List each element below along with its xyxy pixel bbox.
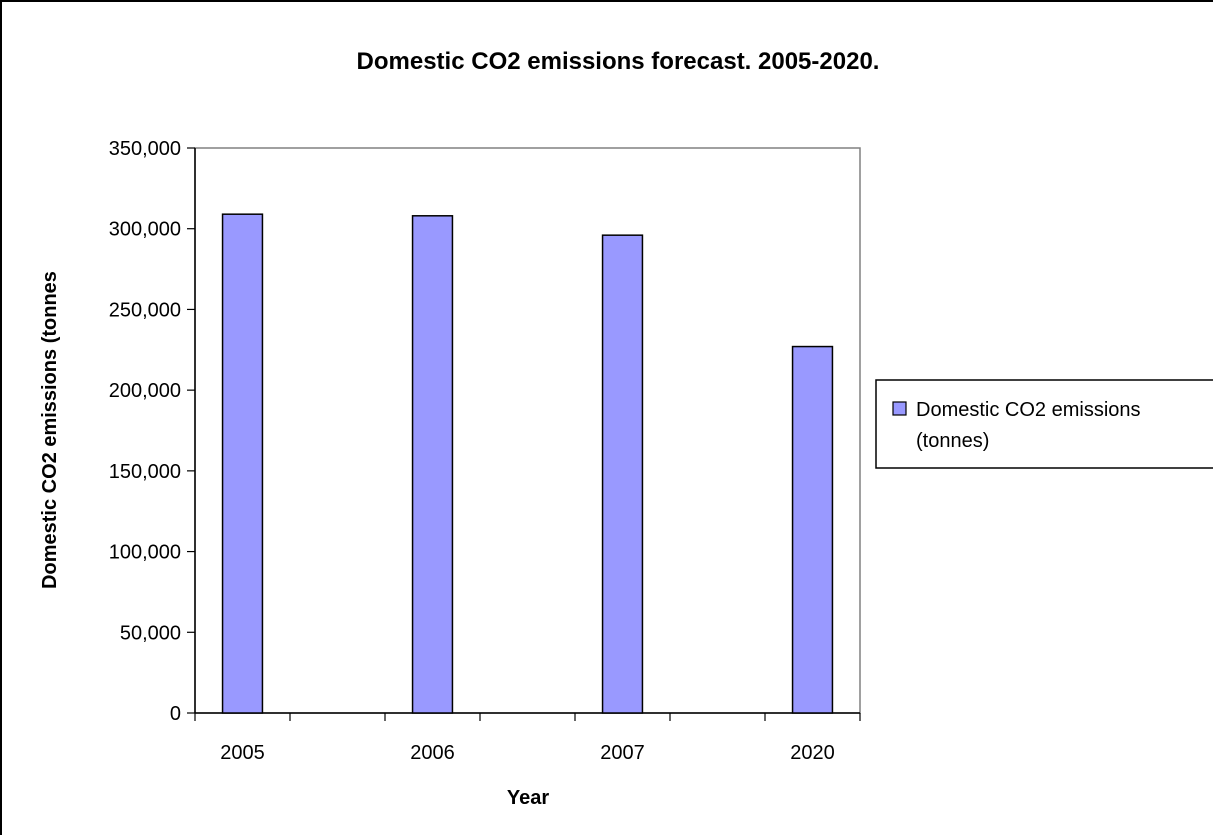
y-tick-label: 50,000	[120, 622, 181, 644]
x-tick-label: 2005	[220, 742, 265, 764]
bar-2005	[221, 213, 264, 714]
x-tick-label: 2006	[410, 742, 455, 764]
legend-box	[875, 379, 1213, 469]
plot-area	[194, 147, 861, 714]
y-tick-label: 300,000	[109, 219, 181, 241]
legend-label-line-1: Domestic CO2 emissions	[916, 399, 1141, 421]
legend: Domestic CO2 emissions (tonnes)	[875, 379, 1213, 469]
y-axis-title: Domestic CO2 emissions (tonnes	[39, 271, 61, 589]
legend-label-line-2: (tonnes)	[916, 430, 989, 452]
x-axis-title: Year	[507, 787, 549, 809]
y-tick-label: 0	[170, 703, 181, 725]
y-tick-label: 150,000	[109, 461, 181, 483]
x-axis: 2005 2006 2007 2020	[194, 712, 861, 764]
y-tick-label: 200,000	[109, 380, 181, 402]
y-axis: 0 50,000 100,000 150,000 200,000 250,000 300,0…	[109, 138, 196, 725]
y-tick-label: 100,000	[109, 542, 181, 564]
x-tick-label: 2020	[790, 742, 835, 764]
y-tick-label: 250,000	[109, 299, 181, 321]
x-tick-label: 2007	[600, 742, 645, 764]
bar-2007	[601, 234, 644, 714]
legend-swatch	[892, 401, 907, 416]
bar-2006	[411, 215, 454, 714]
y-tick-label: 350,000	[109, 138, 181, 160]
bar-series	[221, 213, 834, 714]
chart-title: Domestic CO2 emissions forecast. 2005-20…	[357, 48, 880, 75]
bar-2020	[791, 345, 834, 714]
